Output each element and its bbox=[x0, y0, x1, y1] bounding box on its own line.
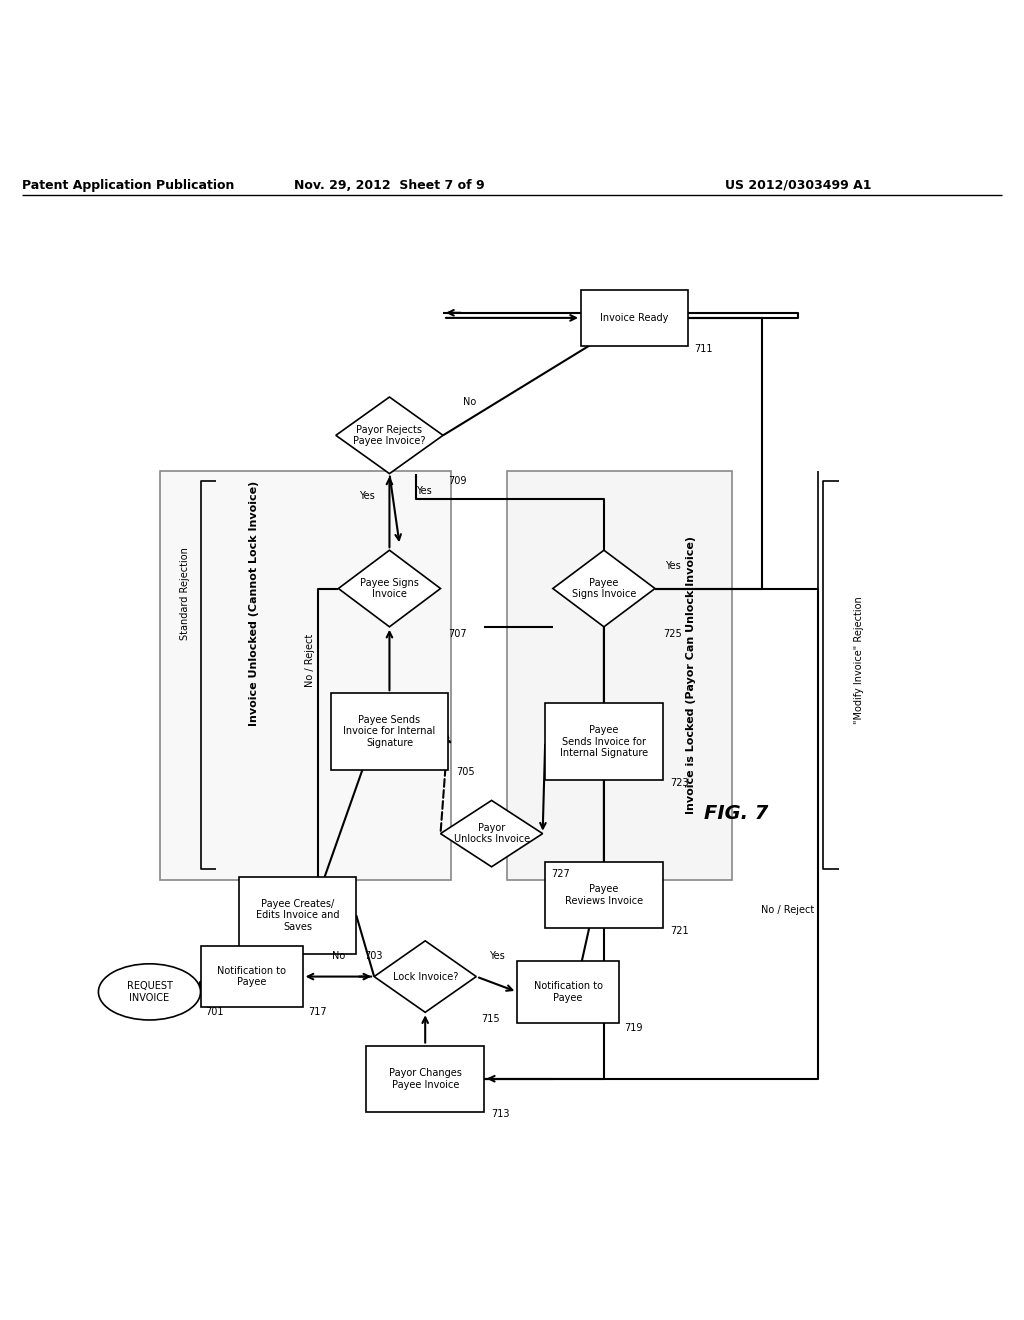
Text: 703: 703 bbox=[364, 952, 382, 961]
Text: No: No bbox=[464, 397, 477, 407]
Text: 717: 717 bbox=[308, 1007, 327, 1018]
Text: Payor
Unlocks Invoice: Payor Unlocks Invoice bbox=[454, 822, 529, 845]
Text: Payee
Signs Invoice: Payee Signs Invoice bbox=[571, 578, 636, 599]
Text: No / Reject: No / Reject bbox=[761, 906, 814, 915]
Text: Lock Invoice?: Lock Invoice? bbox=[392, 972, 458, 982]
Text: 725: 725 bbox=[664, 630, 682, 639]
FancyBboxPatch shape bbox=[545, 862, 663, 928]
Text: Patent Application Publication: Patent Application Publication bbox=[22, 178, 234, 191]
FancyBboxPatch shape bbox=[545, 704, 663, 780]
Text: Invoice Unlocked (Cannot Lock Invoice): Invoice Unlocked (Cannot Lock Invoice) bbox=[249, 482, 259, 726]
FancyBboxPatch shape bbox=[517, 961, 620, 1023]
Text: Yes: Yes bbox=[488, 952, 505, 961]
Polygon shape bbox=[440, 800, 543, 867]
Polygon shape bbox=[553, 550, 655, 627]
Text: FIG. 7: FIG. 7 bbox=[705, 804, 769, 822]
Text: Yes: Yes bbox=[417, 486, 432, 496]
Text: 701: 701 bbox=[206, 1007, 224, 1018]
Text: 711: 711 bbox=[694, 343, 713, 354]
FancyBboxPatch shape bbox=[239, 876, 356, 953]
Text: Invoice Ready: Invoice Ready bbox=[600, 313, 669, 323]
Text: 715: 715 bbox=[481, 1015, 500, 1024]
FancyBboxPatch shape bbox=[201, 946, 303, 1007]
Polygon shape bbox=[374, 941, 476, 1012]
Text: 705: 705 bbox=[456, 767, 474, 777]
Text: Notification to
Payee: Notification to Payee bbox=[534, 981, 603, 1003]
Text: 727: 727 bbox=[551, 870, 569, 879]
Text: "Modify Invoice" Rejection: "Modify Invoice" Rejection bbox=[854, 597, 864, 723]
Text: Payee Signs
Invoice: Payee Signs Invoice bbox=[360, 578, 419, 599]
Text: 707: 707 bbox=[449, 630, 467, 639]
FancyBboxPatch shape bbox=[507, 471, 731, 879]
FancyBboxPatch shape bbox=[160, 471, 451, 879]
Ellipse shape bbox=[98, 964, 201, 1020]
Text: No: No bbox=[332, 952, 345, 961]
Text: Invoice is Locked (Payor Can Unlock Invoice): Invoice is Locked (Payor Can Unlock Invo… bbox=[686, 536, 695, 814]
Text: Nov. 29, 2012  Sheet 7 of 9: Nov. 29, 2012 Sheet 7 of 9 bbox=[294, 178, 484, 191]
Text: REQUEST
INVOICE: REQUEST INVOICE bbox=[127, 981, 172, 1003]
Text: Payor Rejects
Payee Invoice?: Payor Rejects Payee Invoice? bbox=[353, 425, 426, 446]
Text: Payor Changes
Payee Invoice: Payor Changes Payee Invoice bbox=[389, 1068, 462, 1089]
Text: Notification to
Payee: Notification to Payee bbox=[217, 966, 286, 987]
Text: No / Reject: No / Reject bbox=[305, 634, 315, 686]
Polygon shape bbox=[338, 550, 440, 627]
Polygon shape bbox=[336, 397, 443, 474]
Text: Payee
Sends Invoice for
Internal Signature: Payee Sends Invoice for Internal Signatu… bbox=[560, 725, 648, 758]
FancyBboxPatch shape bbox=[367, 1045, 484, 1111]
Text: 713: 713 bbox=[492, 1109, 510, 1119]
Text: Payee Sends
Invoice for Internal
Signature: Payee Sends Invoice for Internal Signatu… bbox=[343, 715, 435, 748]
Text: Payee Creates/
Edits Invoice and
Saves: Payee Creates/ Edits Invoice and Saves bbox=[256, 899, 339, 932]
Text: Yes: Yes bbox=[666, 561, 681, 572]
Text: 721: 721 bbox=[671, 925, 689, 936]
Text: 719: 719 bbox=[625, 1023, 643, 1032]
Text: US 2012/0303499 A1: US 2012/0303499 A1 bbox=[725, 178, 871, 191]
Text: 709: 709 bbox=[449, 477, 467, 486]
Text: Yes: Yes bbox=[358, 491, 375, 502]
FancyBboxPatch shape bbox=[581, 290, 688, 346]
Text: Standard Rejection: Standard Rejection bbox=[180, 548, 190, 640]
Text: Payee
Reviews Invoice: Payee Reviews Invoice bbox=[565, 884, 643, 906]
Text: 723: 723 bbox=[671, 777, 689, 788]
FancyBboxPatch shape bbox=[331, 693, 449, 770]
